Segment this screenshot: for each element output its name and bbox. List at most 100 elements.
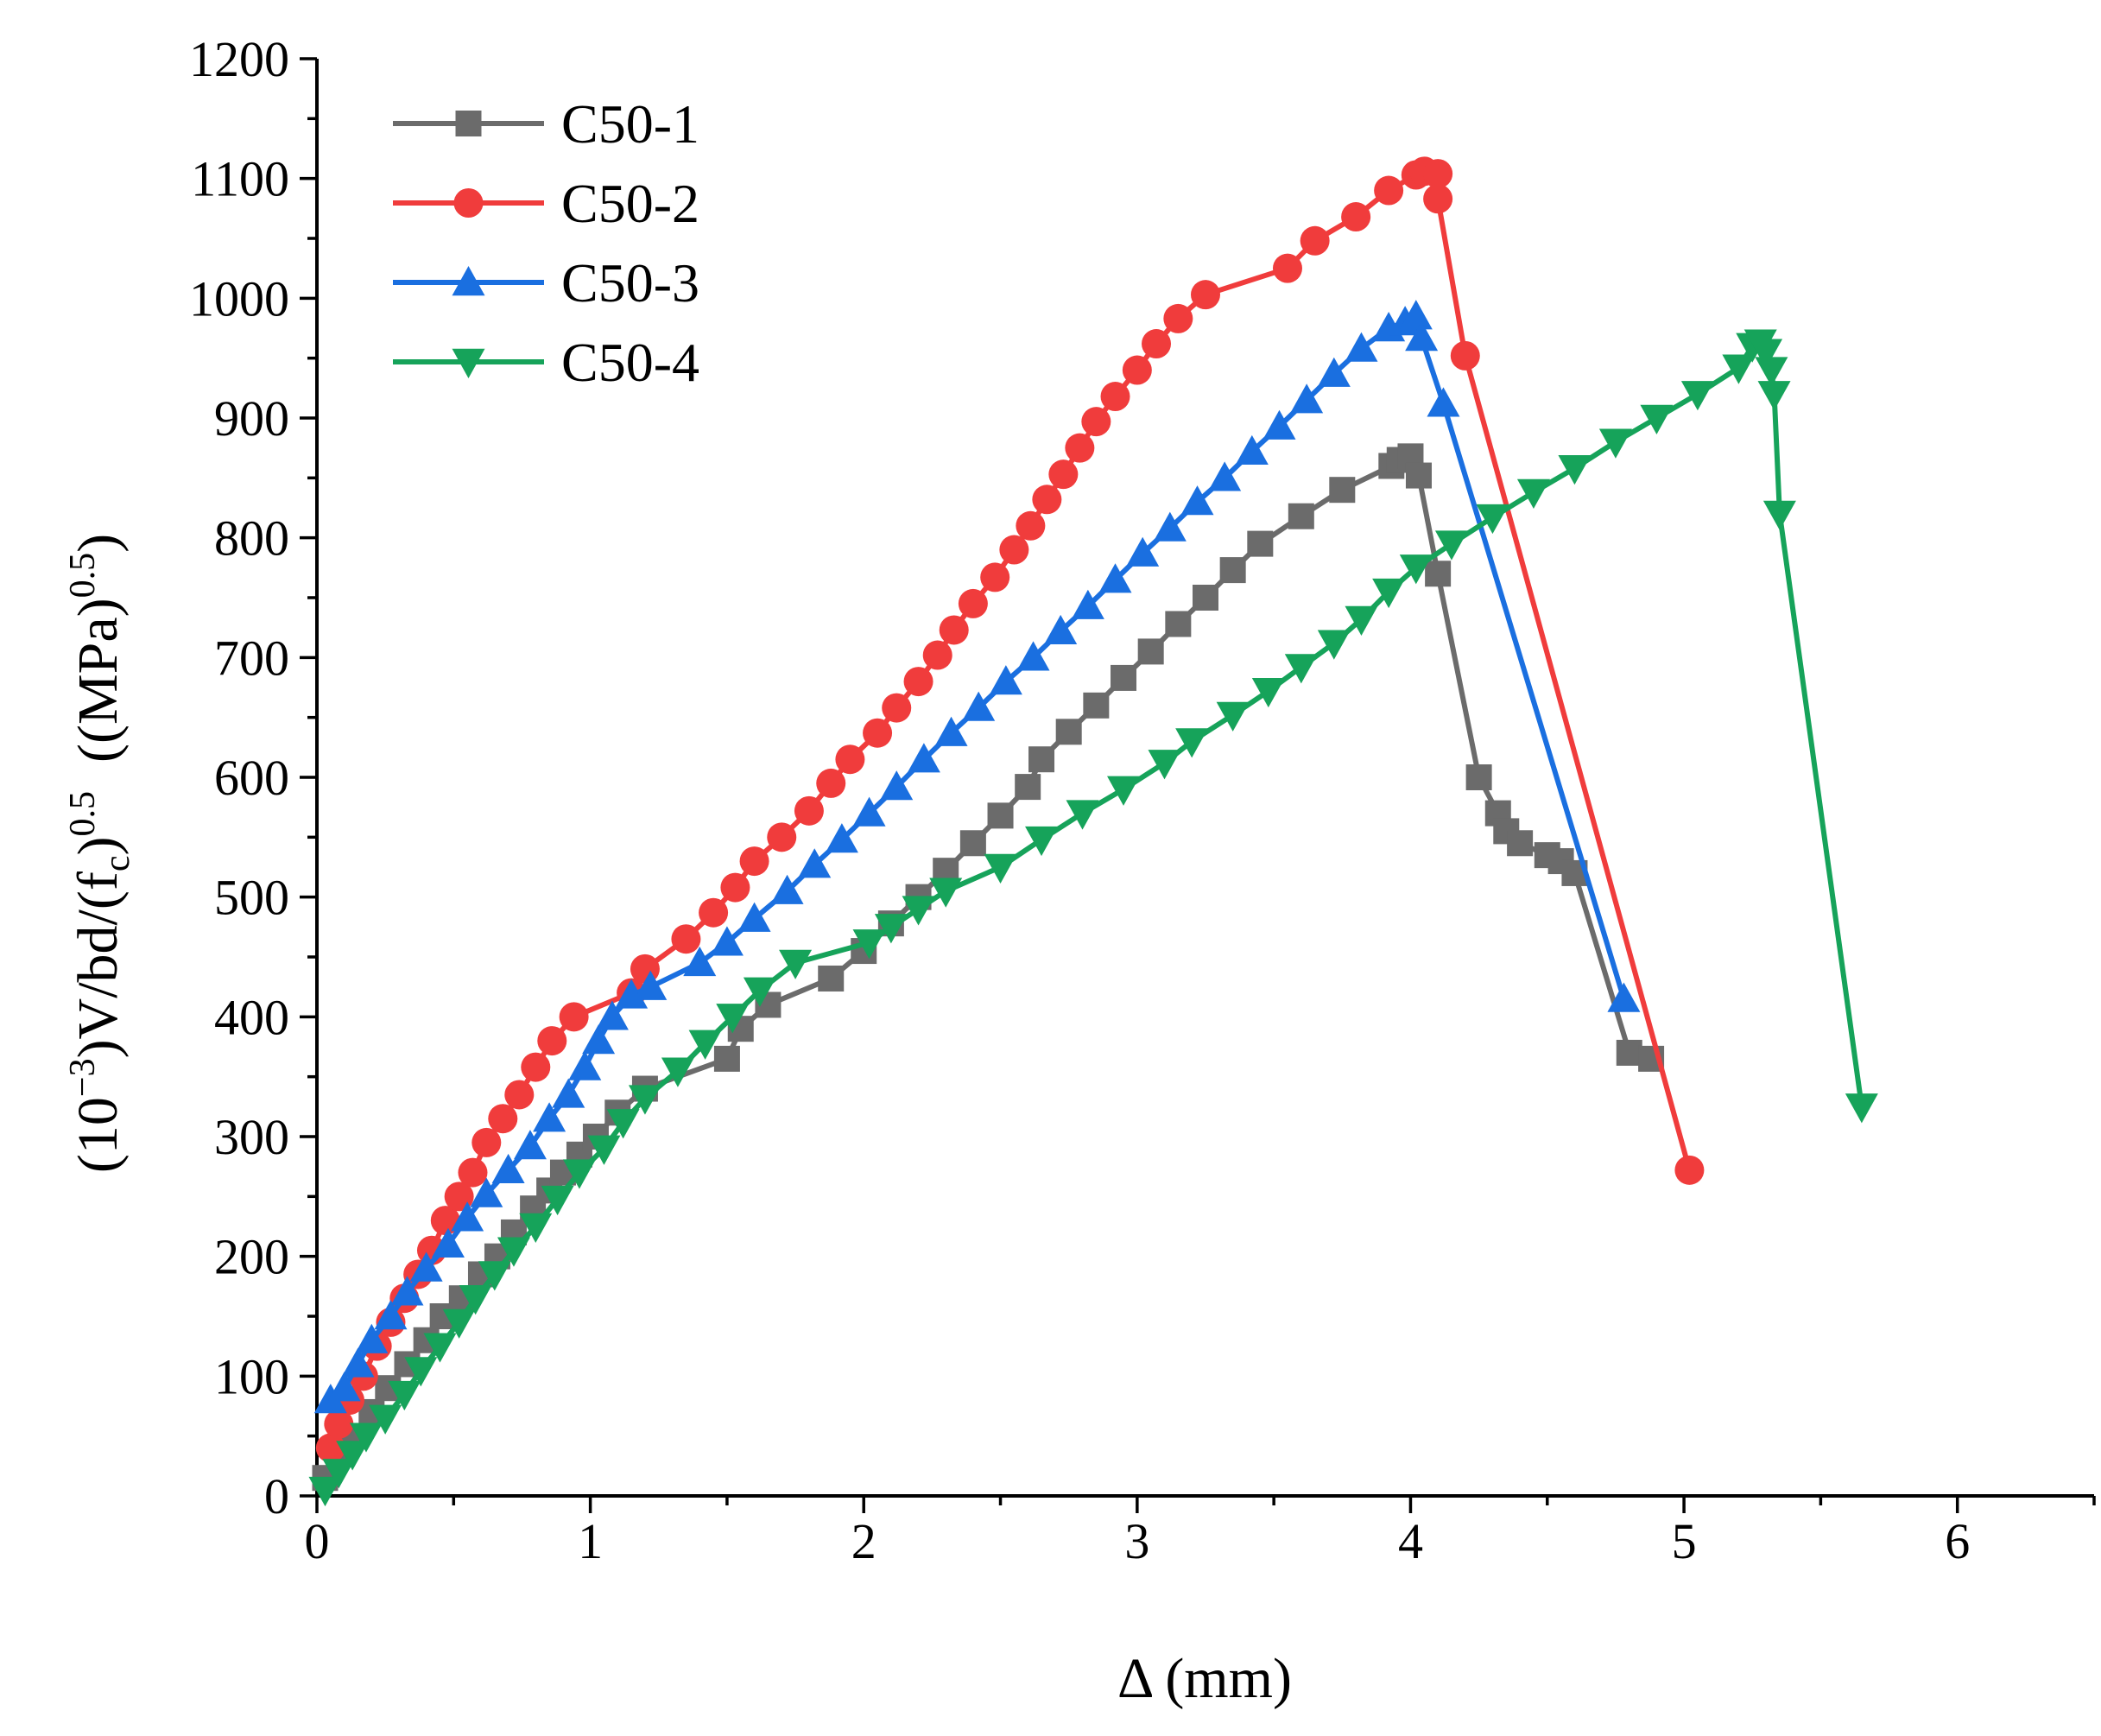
data-point [902,896,935,926]
data-point [716,1004,750,1034]
data-point [1423,184,1453,214]
data-point [1476,504,1509,535]
x-tick-label: 3 [1124,1513,1149,1569]
data-point [1399,554,1433,585]
x-tick-label: 4 [1398,1513,1423,1569]
data-point [559,1002,589,1032]
data-point [327,1372,361,1402]
data-point [322,1459,356,1489]
data-point [1755,357,1788,387]
legend-label: C50-2 [561,173,699,234]
legend-entry: C50-1 [393,93,699,155]
data-point [1191,280,1220,310]
data-point [903,667,933,697]
data-point [1300,225,1330,256]
data-point [1028,746,1055,773]
data-point [1345,332,1378,362]
legend-entry: C50-4 [393,332,699,393]
data-point [1750,339,1783,369]
y-tick-label: 300 [214,1109,289,1165]
data-point [324,1409,354,1439]
data-point [720,872,750,903]
data-point [1216,701,1250,732]
x-tick-label: 2 [851,1513,876,1569]
data-point [1640,404,1674,434]
data-point [1193,585,1218,611]
data-point [491,1153,525,1184]
data-point [349,1422,383,1453]
data-point [1153,511,1187,542]
data-point [1163,303,1193,333]
data-point [767,822,797,852]
data-point [374,1300,408,1330]
data-point [1081,407,1111,437]
data-point [1122,355,1152,385]
data-point [1208,461,1242,491]
data-point [582,1024,616,1055]
data-point [1317,357,1351,387]
y-title-superscript-2: 0.5 [63,791,103,837]
x-axis-title: Δ (mm) [1117,1647,1292,1710]
y-title-part-4: ((MPa) [66,598,130,791]
data-point [1100,382,1130,412]
series-line [323,339,1864,1492]
data-point [1558,455,1592,485]
y-tick-label: 100 [214,1348,289,1404]
data-point [1219,557,1246,584]
data-point [1107,776,1141,806]
data-point [341,1347,375,1378]
data-point [628,1085,661,1115]
legend-swatch-marker [455,111,482,136]
legend-entry: C50-3 [393,252,699,314]
legend-label: C50-1 [561,93,699,155]
data-point [907,743,940,773]
legend: C50-1 C50-2 C50-3 C50-4 [393,93,699,393]
legend-swatch-marker [452,266,485,296]
data-point [980,562,1010,592]
data-point [568,1050,602,1080]
data-point [355,1323,389,1353]
series-line [322,453,1652,1479]
y-title-part-3: ) [66,837,130,856]
legend-entry: C50-2 [393,173,699,234]
data-point [430,1206,460,1236]
data-point [939,615,969,645]
data-point [519,1213,553,1243]
data-point [1044,614,1078,645]
data-point [1048,459,1079,490]
data-point [794,795,824,826]
data-point [987,802,1014,829]
data-point [315,1433,345,1463]
x-tick-label: 0 [305,1513,330,1569]
data-point [1247,530,1274,557]
data-point [587,1135,621,1165]
data-point [442,1308,476,1339]
data-point [825,823,858,853]
data-point [798,848,832,878]
data-point [818,965,845,992]
x-tick-label: 1 [578,1513,603,1569]
data-point [989,665,1022,695]
data-point [634,970,668,1000]
data-point [1165,611,1192,637]
data-point [1180,485,1214,516]
data-point [1025,826,1059,857]
data-point [1262,409,1296,440]
axes: 0 1 2 3 4 5 6 0 100 200 300 400 500 600 700 800 900 1000 1… [189,31,2096,1569]
series-C50-1 [312,443,1665,1492]
data-point [497,1237,530,1267]
series-C50-4 [308,329,1878,1507]
data-point [1175,728,1209,758]
data-point [533,1102,566,1132]
data-point [959,830,986,857]
data-point [1450,340,1480,371]
data-point [874,914,908,944]
y-tick-label: 700 [214,630,289,686]
series-C50-3 [313,300,1641,1414]
data-point [504,1080,535,1110]
data-point [369,1404,402,1435]
data-point [1425,561,1452,587]
data-point [1465,764,1492,790]
data-point [1015,774,1041,801]
data-point [1032,485,1062,515]
